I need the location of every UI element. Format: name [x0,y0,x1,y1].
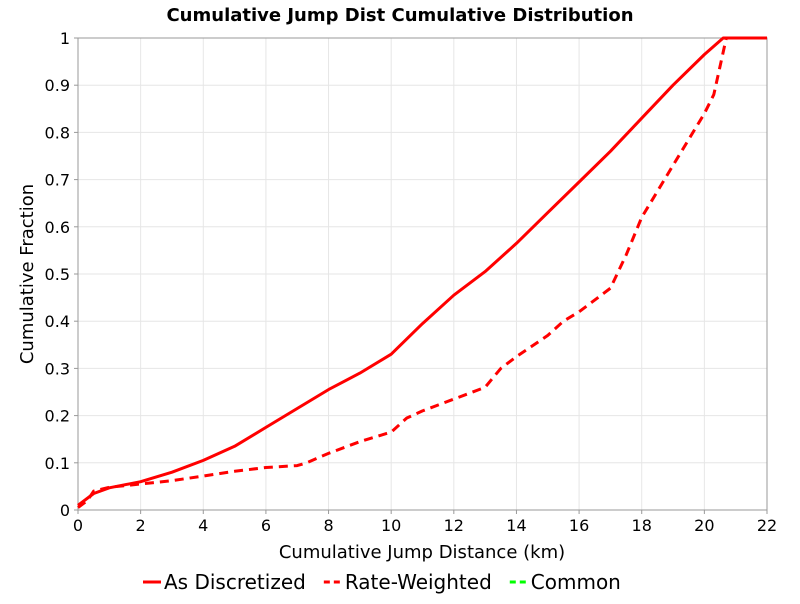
chart-title: Cumulative Jump Dist Cumulative Distribu… [166,5,633,26]
legend: As Discretized Rate-Weighted Common [143,570,621,594]
y-tick-label: 0.7 [45,171,70,190]
series-line-0 [77,36,767,507]
y-tick-label: 0.6 [45,218,70,237]
x-tick-label: 2 [136,516,146,535]
y-tick-label: 0.5 [45,265,70,284]
y-tick-label: 0.8 [45,123,70,142]
y-tick-label: 0 [60,501,70,520]
legend-label-0: As Discretized [164,570,306,594]
x-tick-label: 8 [323,516,333,535]
x-tick-label: 18 [632,516,652,535]
x-tick-label: 22 [757,516,777,535]
y-tick-label: 0.9 [45,76,70,95]
x-tick-label: 14 [506,516,526,535]
x-tick-label: 10 [381,516,401,535]
x-tick-label: 0 [73,516,83,535]
y-tick-label: 1 [60,29,70,48]
legend-label-2: Common [531,570,621,594]
x-tick-label: 16 [569,516,589,535]
series-line-1 [77,36,767,509]
y-tick-label: 0.2 [45,407,70,426]
legend-label-1: Rate-Weighted [345,570,492,594]
x-tick-label: 20 [694,516,714,535]
y-tick-label: 0.1 [45,454,70,473]
x-tick-label: 6 [261,516,271,535]
x-tick-label: 12 [444,516,464,535]
y-tick-label: 0.3 [45,359,70,378]
x-axis-label: Cumulative Jump Distance (km) [279,542,565,563]
y-axis-label: Cumulative Fraction [17,184,38,364]
x-tick-label: 4 [198,516,208,535]
y-tick-label: 0.4 [45,312,70,331]
